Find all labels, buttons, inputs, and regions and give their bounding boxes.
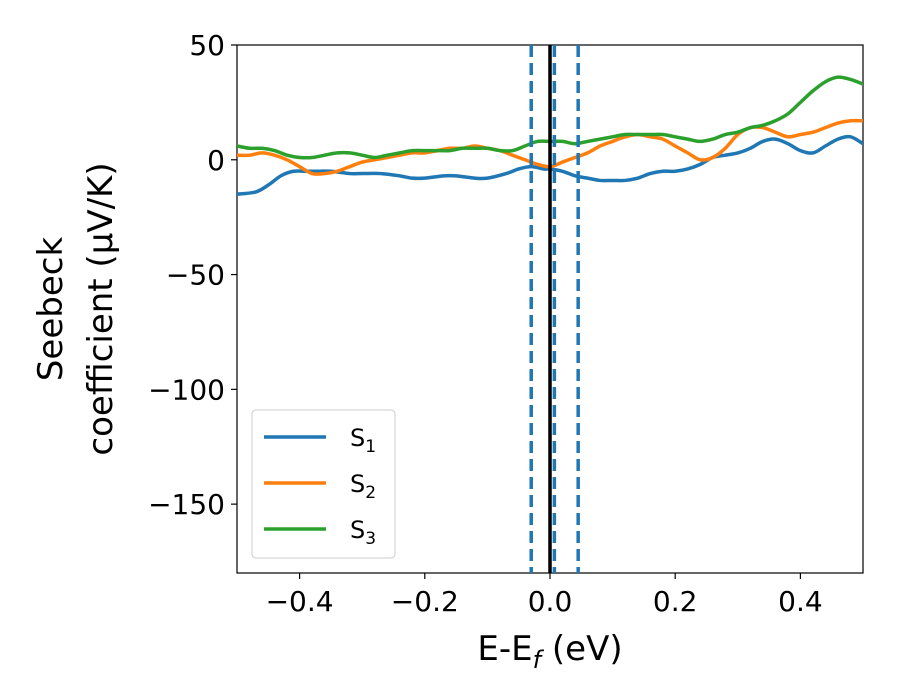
x-axis-label-main: E-E bbox=[477, 629, 532, 669]
x-axis-ticks: −0.4 −0.2 0.0 0.2 0.4 bbox=[266, 573, 823, 618]
x-axis-label: E-Ef (eV) bbox=[477, 629, 622, 674]
y-axis-label-line2: coefficient (μV/K) bbox=[81, 162, 121, 455]
x-axis-label-unit: (eV) bbox=[541, 629, 623, 669]
y-tick-label: −100 bbox=[148, 373, 225, 406]
y-axis-label: Seebeck coefficient (μV/K) bbox=[31, 162, 121, 455]
series-line-s1 bbox=[237, 134, 863, 196]
x-tick-label: 0.0 bbox=[528, 585, 573, 618]
legend-label-s2: S2 bbox=[350, 470, 376, 503]
y-axis-ticks: 50 0 −50 −100 −150 bbox=[148, 29, 237, 521]
y-tick-label: −150 bbox=[148, 488, 225, 521]
legend-items: S1 S2 S3 bbox=[264, 424, 376, 549]
x-tick-label: −0.2 bbox=[391, 585, 459, 618]
y-tick-label: −50 bbox=[166, 259, 225, 292]
x-tick-label: 0.4 bbox=[778, 585, 823, 618]
x-tick-label: 0.2 bbox=[653, 585, 698, 618]
y-tick-label: 0 bbox=[207, 144, 225, 177]
vertical-lines bbox=[529, 45, 580, 573]
y-tick-label: 50 bbox=[189, 29, 225, 62]
y-axis-label-line1: Seebeck bbox=[31, 237, 71, 382]
x-tick-label: −0.4 bbox=[266, 585, 334, 618]
legend-label-s1: S1 bbox=[350, 424, 376, 457]
legend: S1 S2 S3 bbox=[251, 409, 396, 559]
legend-label-s3: S3 bbox=[350, 516, 376, 549]
